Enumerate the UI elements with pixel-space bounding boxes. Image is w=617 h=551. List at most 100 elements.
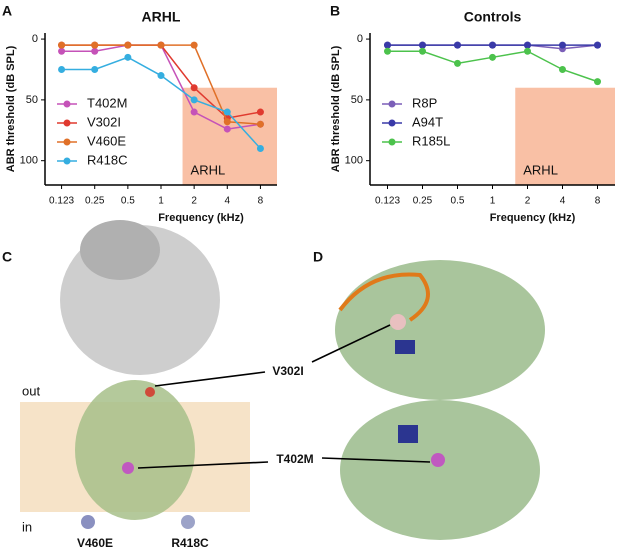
membrane-label: in	[22, 519, 32, 534]
x-tick-label: 4	[560, 196, 566, 207]
point	[91, 41, 99, 49]
point	[524, 41, 531, 49]
point	[190, 84, 198, 92]
point	[157, 41, 165, 49]
residue	[181, 515, 195, 529]
y-tick-label: 50	[26, 94, 38, 106]
x-tick-label: 4	[225, 196, 231, 207]
variant-label: T402M	[276, 452, 313, 466]
point	[594, 78, 601, 86]
variant-label: V460E	[77, 536, 113, 550]
variant-label: R418C	[171, 536, 209, 550]
point	[223, 118, 231, 126]
point	[419, 47, 426, 55]
structure-d	[335, 260, 545, 540]
x-tick-label: 2	[191, 196, 197, 207]
x-tick-label: 1	[490, 196, 496, 207]
point	[58, 65, 66, 73]
point	[559, 65, 566, 73]
point	[124, 41, 132, 49]
panel-label: C	[2, 249, 12, 265]
legend-marker	[63, 138, 71, 146]
point	[256, 120, 264, 128]
legend-marker	[63, 119, 71, 127]
point	[384, 47, 391, 55]
x-tick-label: 8	[258, 196, 264, 207]
membrane-label: out	[22, 383, 40, 398]
residue	[81, 515, 95, 529]
legend-label: R185L	[412, 133, 450, 148]
helix-orange	[338, 272, 430, 322]
point	[91, 47, 99, 55]
residue	[395, 340, 415, 354]
point	[58, 41, 66, 49]
point	[489, 41, 496, 49]
protein-green	[335, 260, 545, 400]
point	[454, 41, 461, 49]
chart-title: ARHL	[142, 9, 181, 25]
structure-c	[20, 220, 250, 529]
protein-gray	[80, 220, 160, 280]
point	[454, 59, 461, 67]
point	[223, 125, 231, 133]
point	[594, 41, 601, 49]
point	[559, 41, 566, 49]
x-tick-label: 8	[595, 196, 601, 207]
protein-green	[75, 380, 195, 520]
point	[419, 41, 426, 49]
point	[256, 108, 264, 116]
protein-green	[340, 400, 540, 540]
residue	[122, 462, 134, 474]
arrows	[137, 324, 431, 469]
x-tick-label: 0.5	[121, 196, 135, 207]
chart-title: Controls	[464, 9, 522, 25]
residue	[398, 425, 418, 443]
legend-label: V302I	[87, 114, 121, 129]
region	[182, 87, 277, 185]
region-label: ARHL	[191, 162, 226, 177]
point	[190, 96, 198, 104]
residue	[145, 387, 155, 397]
x-tick-label: 0.25	[85, 196, 105, 207]
legend-label: V460E	[87, 133, 126, 148]
panel-label: B	[330, 3, 340, 19]
x-axis-label: Frequency (kHz)	[158, 212, 244, 224]
point	[190, 108, 198, 116]
x-axis-label: Frequency (kHz)	[490, 212, 576, 224]
residue	[390, 314, 406, 330]
point	[91, 65, 99, 73]
y-tick-label: 0	[32, 33, 38, 45]
point	[524, 47, 531, 55]
x-tick-label: 0.5	[451, 196, 465, 207]
legend-marker	[63, 157, 71, 165]
y-tick-label: 100	[20, 155, 38, 167]
x-tick-label: 0.25	[413, 196, 433, 207]
legend-marker	[388, 100, 396, 108]
x-tick-label: 0.123	[375, 196, 400, 207]
point	[124, 53, 132, 61]
y-tick-label: 0	[357, 33, 363, 45]
legend-label: R8P	[412, 95, 437, 110]
legend-marker	[388, 138, 396, 146]
point	[190, 41, 198, 49]
y-tick-label: 50	[351, 94, 363, 106]
panel-label: A	[2, 3, 12, 19]
legend-marker	[388, 119, 396, 127]
legend-label: R418C	[87, 152, 127, 167]
panel-label: D	[313, 249, 323, 265]
y-tick-label: 100	[345, 155, 363, 167]
x-tick-label: 0.123	[49, 196, 74, 207]
variant-label: V302I	[272, 364, 303, 378]
legend-marker	[63, 100, 71, 108]
point	[384, 41, 391, 49]
point	[256, 145, 264, 153]
point	[223, 108, 231, 116]
x-tick-label: 2	[525, 196, 531, 207]
point	[58, 47, 66, 55]
legend-label: T402M	[87, 95, 127, 110]
point	[157, 72, 165, 80]
residue	[431, 453, 445, 467]
legend-label: A94T	[412, 114, 443, 129]
y-axis-label: ABR threshold (dB SPL)	[5, 45, 17, 172]
